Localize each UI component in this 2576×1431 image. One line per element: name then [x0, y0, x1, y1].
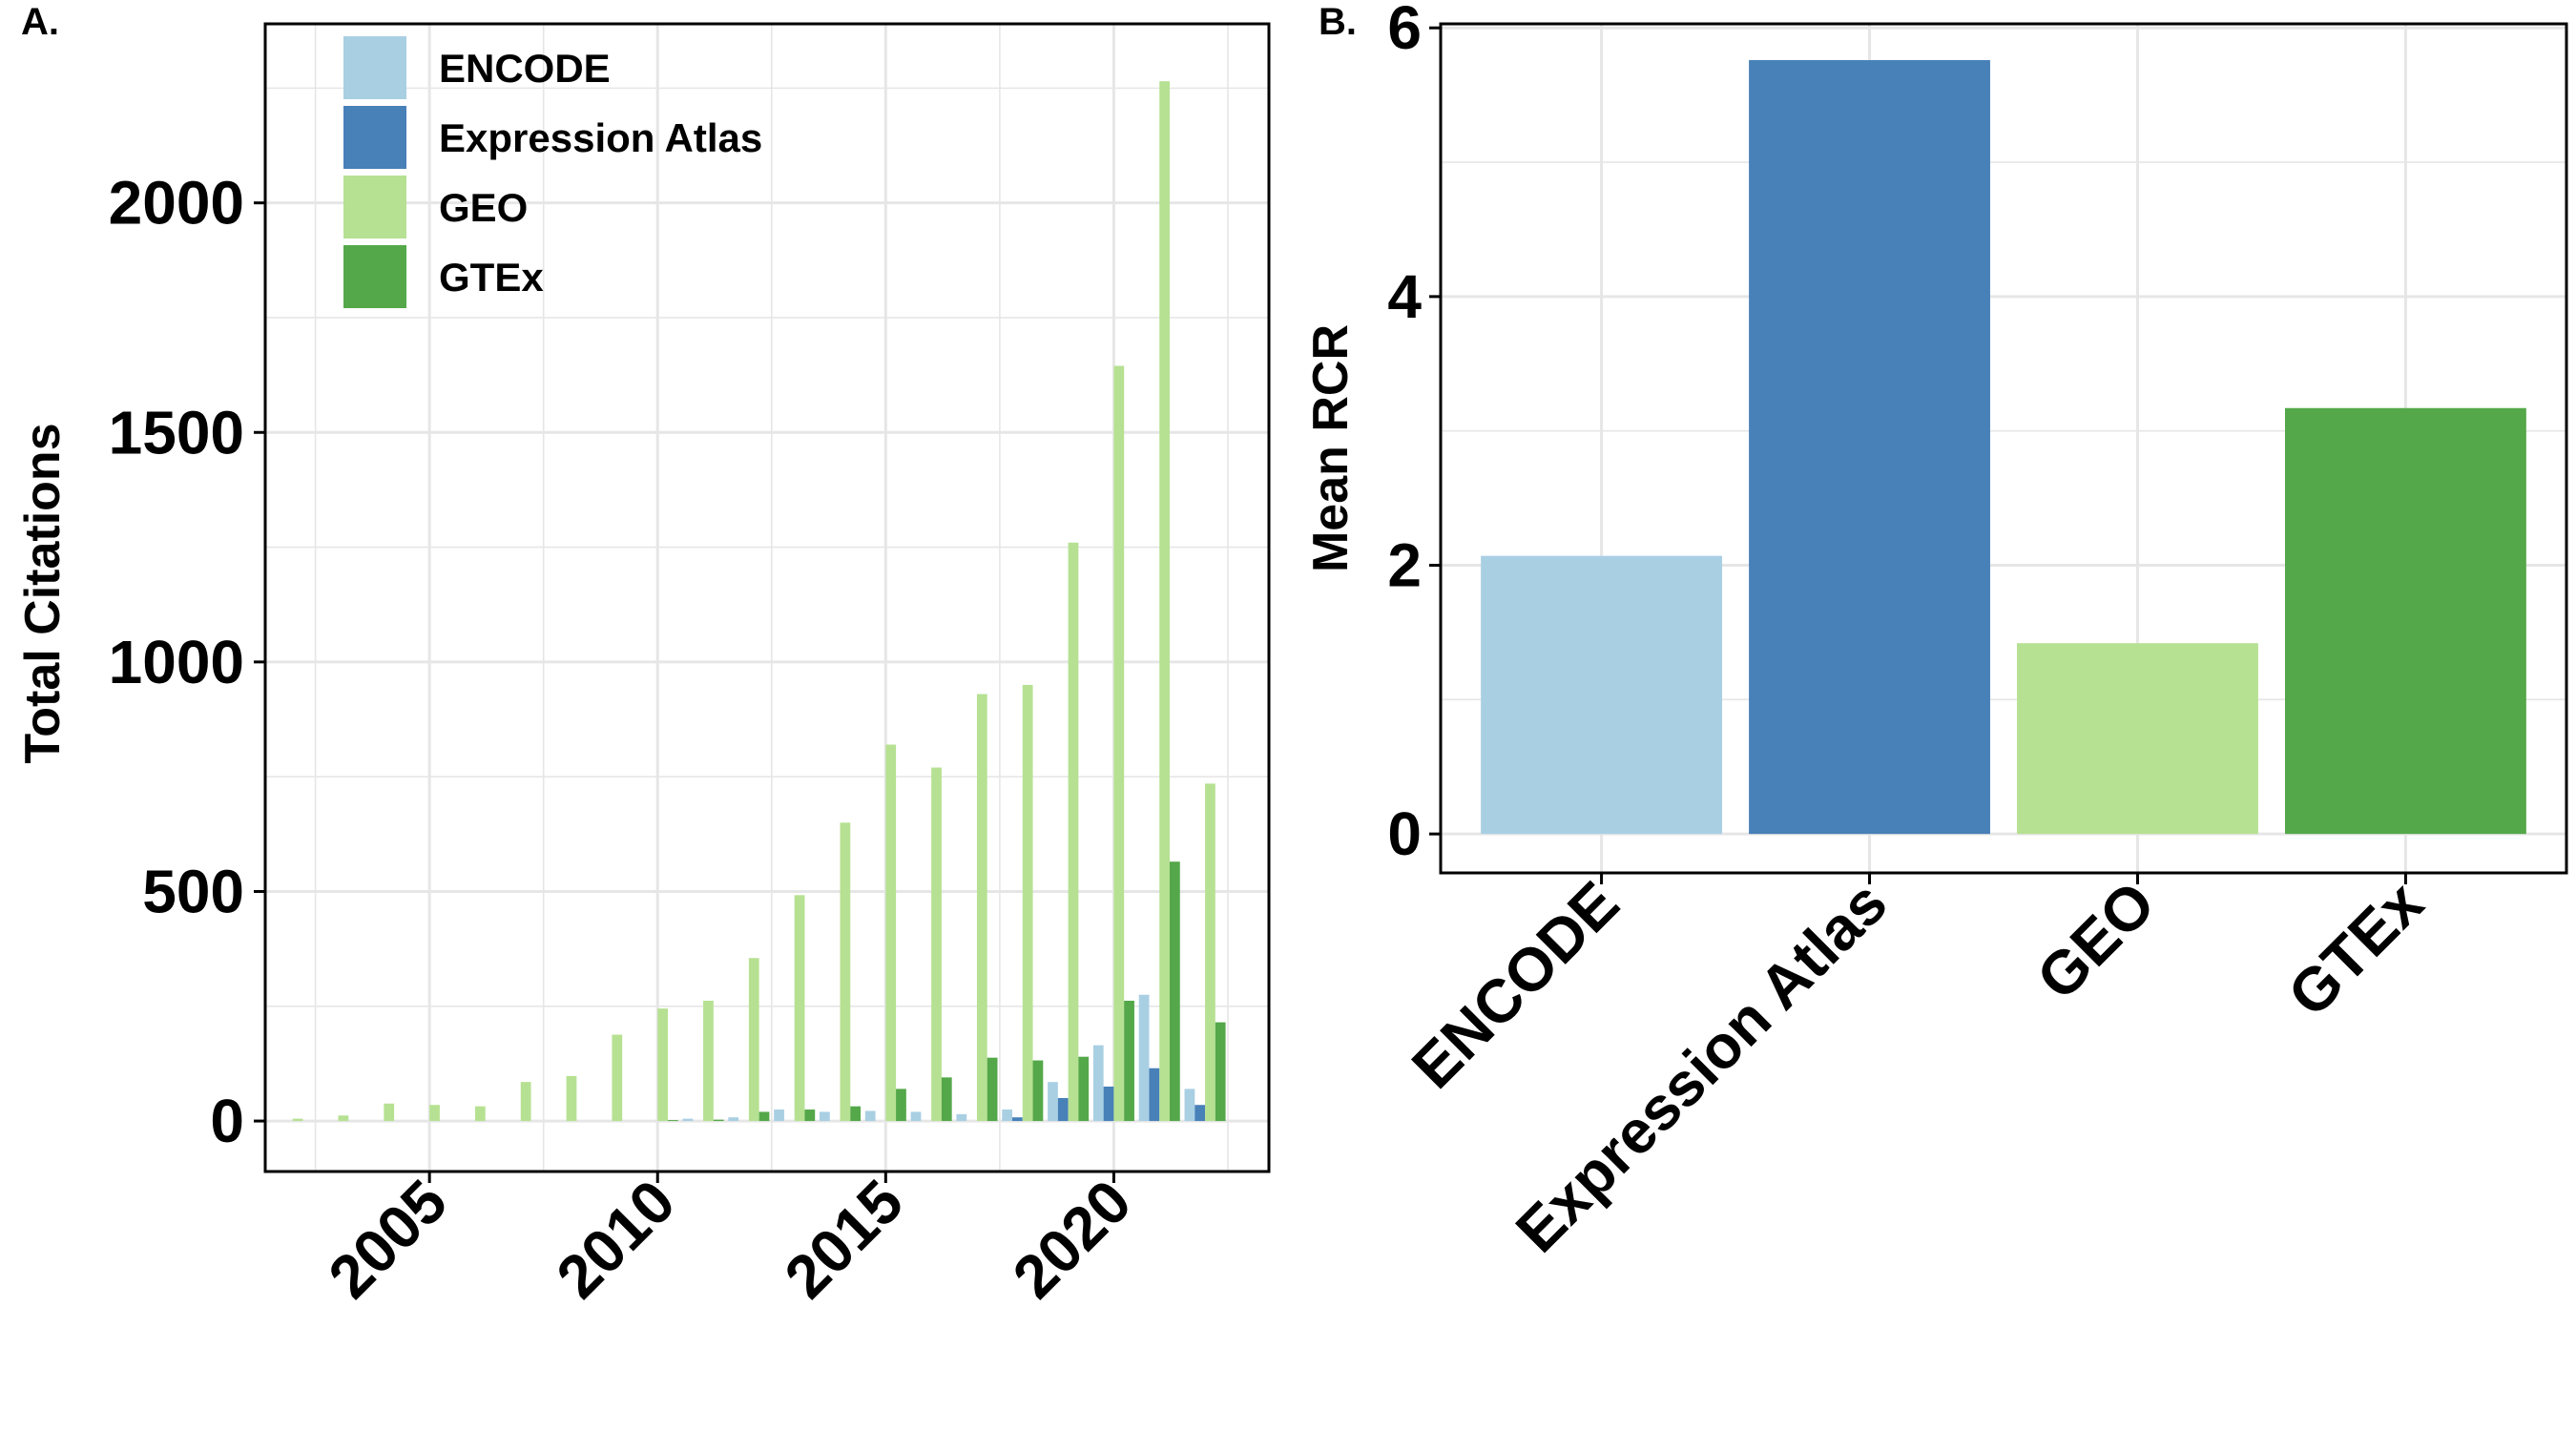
- panel-a-bar-gtex-2010: [667, 1120, 678, 1122]
- panel-a-bar-geo-2011: [703, 1000, 714, 1122]
- panel-a-bar-gtex-2019: [1078, 1056, 1090, 1122]
- panel-a-bar-geo-2018: [1022, 684, 1033, 1122]
- panel-a-frame: [263, 22, 1271, 1173]
- panel-a-bar-encode-2019: [1048, 1082, 1058, 1122]
- panel-a-bar-expression-atlas-2020: [1103, 1086, 1114, 1122]
- panel-a-x-tick-label: 2020: [1000, 1167, 1145, 1312]
- panel-a-bar-expression-atlas-2022: [1195, 1105, 1206, 1122]
- panel-a-bar-geo-2009: [612, 1034, 623, 1122]
- panel-a-bar-gtex-2016: [941, 1077, 952, 1122]
- panel-b-y-tick-label: 0: [1387, 799, 1422, 868]
- panel-a-bar-encode-2017: [956, 1113, 967, 1122]
- panel-a-bar-geo-2005: [429, 1105, 440, 1122]
- panel-b-x-tick-label-gtex: GTEx: [2275, 868, 2436, 1029]
- panel-a-y-tick-label: 1000: [109, 628, 244, 696]
- panel-b-bars: [1481, 60, 2526, 835]
- panel-a-total-citations-chart: A. 0 500 1000 1500 2000 2005 2010 2015 2020 Tot…: [15, 1, 1271, 1312]
- panel-a-bar-gtex-2015: [896, 1089, 906, 1122]
- panel-a-bar-geo-2002: [292, 1118, 303, 1122]
- panel-b-x-tick-label-geo: GEO: [2024, 868, 2168, 1012]
- panel-a-bar-encode-2018: [1002, 1110, 1013, 1122]
- panel-b-frame: [1439, 22, 2568, 875]
- panel-a-bar-encode-2016: [910, 1111, 922, 1122]
- panel-a-bar-geo-2010: [657, 1008, 668, 1122]
- panel-b-bar-encode: [1481, 555, 1722, 835]
- panel-b-bar-expression-atlas: [1749, 60, 1990, 835]
- panel-a-x-ticks: 2005 2010 2015 2020: [315, 1167, 1144, 1312]
- legend-label-expression-atlas: Expression Atlas: [439, 115, 762, 160]
- legend-swatch-geo: [343, 176, 406, 238]
- panel-a-letter: A.: [21, 1, 59, 43]
- panel-b-bar-gtex: [2285, 407, 2526, 835]
- panel-a-bar-geo-2014: [840, 822, 851, 1122]
- panel-a-y-axis-title: Total Citations: [15, 423, 71, 763]
- panel-a-x-tick-label: 2010: [544, 1167, 689, 1312]
- legend-swatch-gtex: [343, 245, 406, 308]
- panel-a-bar-encode-2013: [774, 1110, 784, 1122]
- panel-a-bar-expression-atlas-2021: [1149, 1068, 1160, 1122]
- panel-a-bar-gtex-2013: [804, 1110, 816, 1122]
- panel-a-y-ticks: 0 500 1000 1500 2000: [109, 169, 265, 1155]
- panel-a-bar-gtex-2018: [1032, 1060, 1044, 1122]
- panel-a-bar-encode-2022: [1184, 1089, 1195, 1122]
- panel-a-bar-geo-2007: [520, 1082, 531, 1122]
- panel-b-y-ticks: 0 2 4 6: [1387, 0, 1441, 868]
- panel-b-y-tick-label: 2: [1387, 531, 1422, 600]
- panel-b-x-tick-label-encode: ENCODE: [1399, 868, 1632, 1102]
- panel-a-bar-encode-2015: [864, 1110, 876, 1122]
- panel-a-bar-geo-2003: [338, 1115, 349, 1122]
- panel-a-bar-geo-2020: [1113, 365, 1125, 1122]
- panel-a-bar-geo-2017: [976, 694, 987, 1122]
- panel-a-bar-gtex-2014: [850, 1106, 862, 1122]
- panel-a-bar-geo-2012: [748, 958, 759, 1122]
- panel-a-bar-geo-2015: [885, 744, 897, 1122]
- panel-a-bar-gtex-2022: [1215, 1022, 1226, 1122]
- panel-a-bar-geo-2022: [1205, 783, 1215, 1122]
- panel-a-bar-encode-2014: [819, 1111, 830, 1122]
- panel-a-legend: ENCODE Expression Atlas GEO GTEx: [343, 36, 762, 308]
- panel-a-bar-encode-2021: [1138, 994, 1150, 1122]
- legend-label-geo: GEO: [439, 185, 528, 230]
- panel-a-bar-geo-2016: [931, 767, 942, 1122]
- panel-b-letter: B.: [1319, 1, 1357, 43]
- panel-a-x-tick-label: 2005: [315, 1167, 460, 1312]
- panel-a-bars: [292, 81, 1226, 1122]
- panel-a-y-tick-label: 1500: [109, 398, 244, 467]
- panel-b-y-tick-label: 6: [1387, 0, 1422, 62]
- legend-label-gtex: GTEx: [439, 255, 544, 300]
- panel-a-bar-gtex-2020: [1124, 1000, 1134, 1122]
- panel-a-bar-geo-2021: [1159, 81, 1170, 1122]
- panel-a-y-tick-label: 2000: [109, 169, 244, 238]
- panel-a-bar-encode-2011: [682, 1118, 694, 1122]
- panel-a-bar-expression-atlas-2018: [1012, 1117, 1023, 1122]
- panel-a-bar-geo-2008: [566, 1075, 577, 1122]
- panel-a-bar-gtex-2021: [1169, 861, 1180, 1122]
- legend-swatch-expression-atlas: [343, 106, 406, 169]
- panel-b-y-axis-title: Mean RCR: [1303, 324, 1359, 572]
- panel-a-bar-geo-2019: [1068, 542, 1079, 1122]
- legend-swatch-encode: [343, 36, 406, 99]
- panel-a-y-tick-label: 500: [142, 857, 244, 925]
- panel-b-bar-geo: [2017, 643, 2258, 835]
- panel-a-bar-encode-2020: [1092, 1045, 1104, 1122]
- panel-a-y-tick-label: 0: [210, 1087, 244, 1155]
- panel-a-axes: [263, 22, 1271, 1173]
- panel-b-axes: [1439, 22, 2568, 875]
- panel-a-bar-geo-2006: [474, 1106, 486, 1122]
- panel-a-bar-geo-2004: [384, 1103, 395, 1122]
- panel-a-x-tick-label: 2015: [772, 1167, 917, 1312]
- panel-a-bar-expression-atlas-2019: [1057, 1098, 1069, 1122]
- panel-a-bar-gtex-2012: [758, 1111, 770, 1122]
- panel-a-bar-encode-2012: [728, 1117, 739, 1122]
- panel-a-bar-gtex-2017: [987, 1057, 998, 1122]
- legend-label-encode: ENCODE: [439, 46, 611, 91]
- panel-a-bar-gtex-2011: [713, 1119, 724, 1122]
- panel-a-bar-geo-2013: [794, 895, 805, 1122]
- panel-b-y-tick-label: 4: [1387, 262, 1422, 331]
